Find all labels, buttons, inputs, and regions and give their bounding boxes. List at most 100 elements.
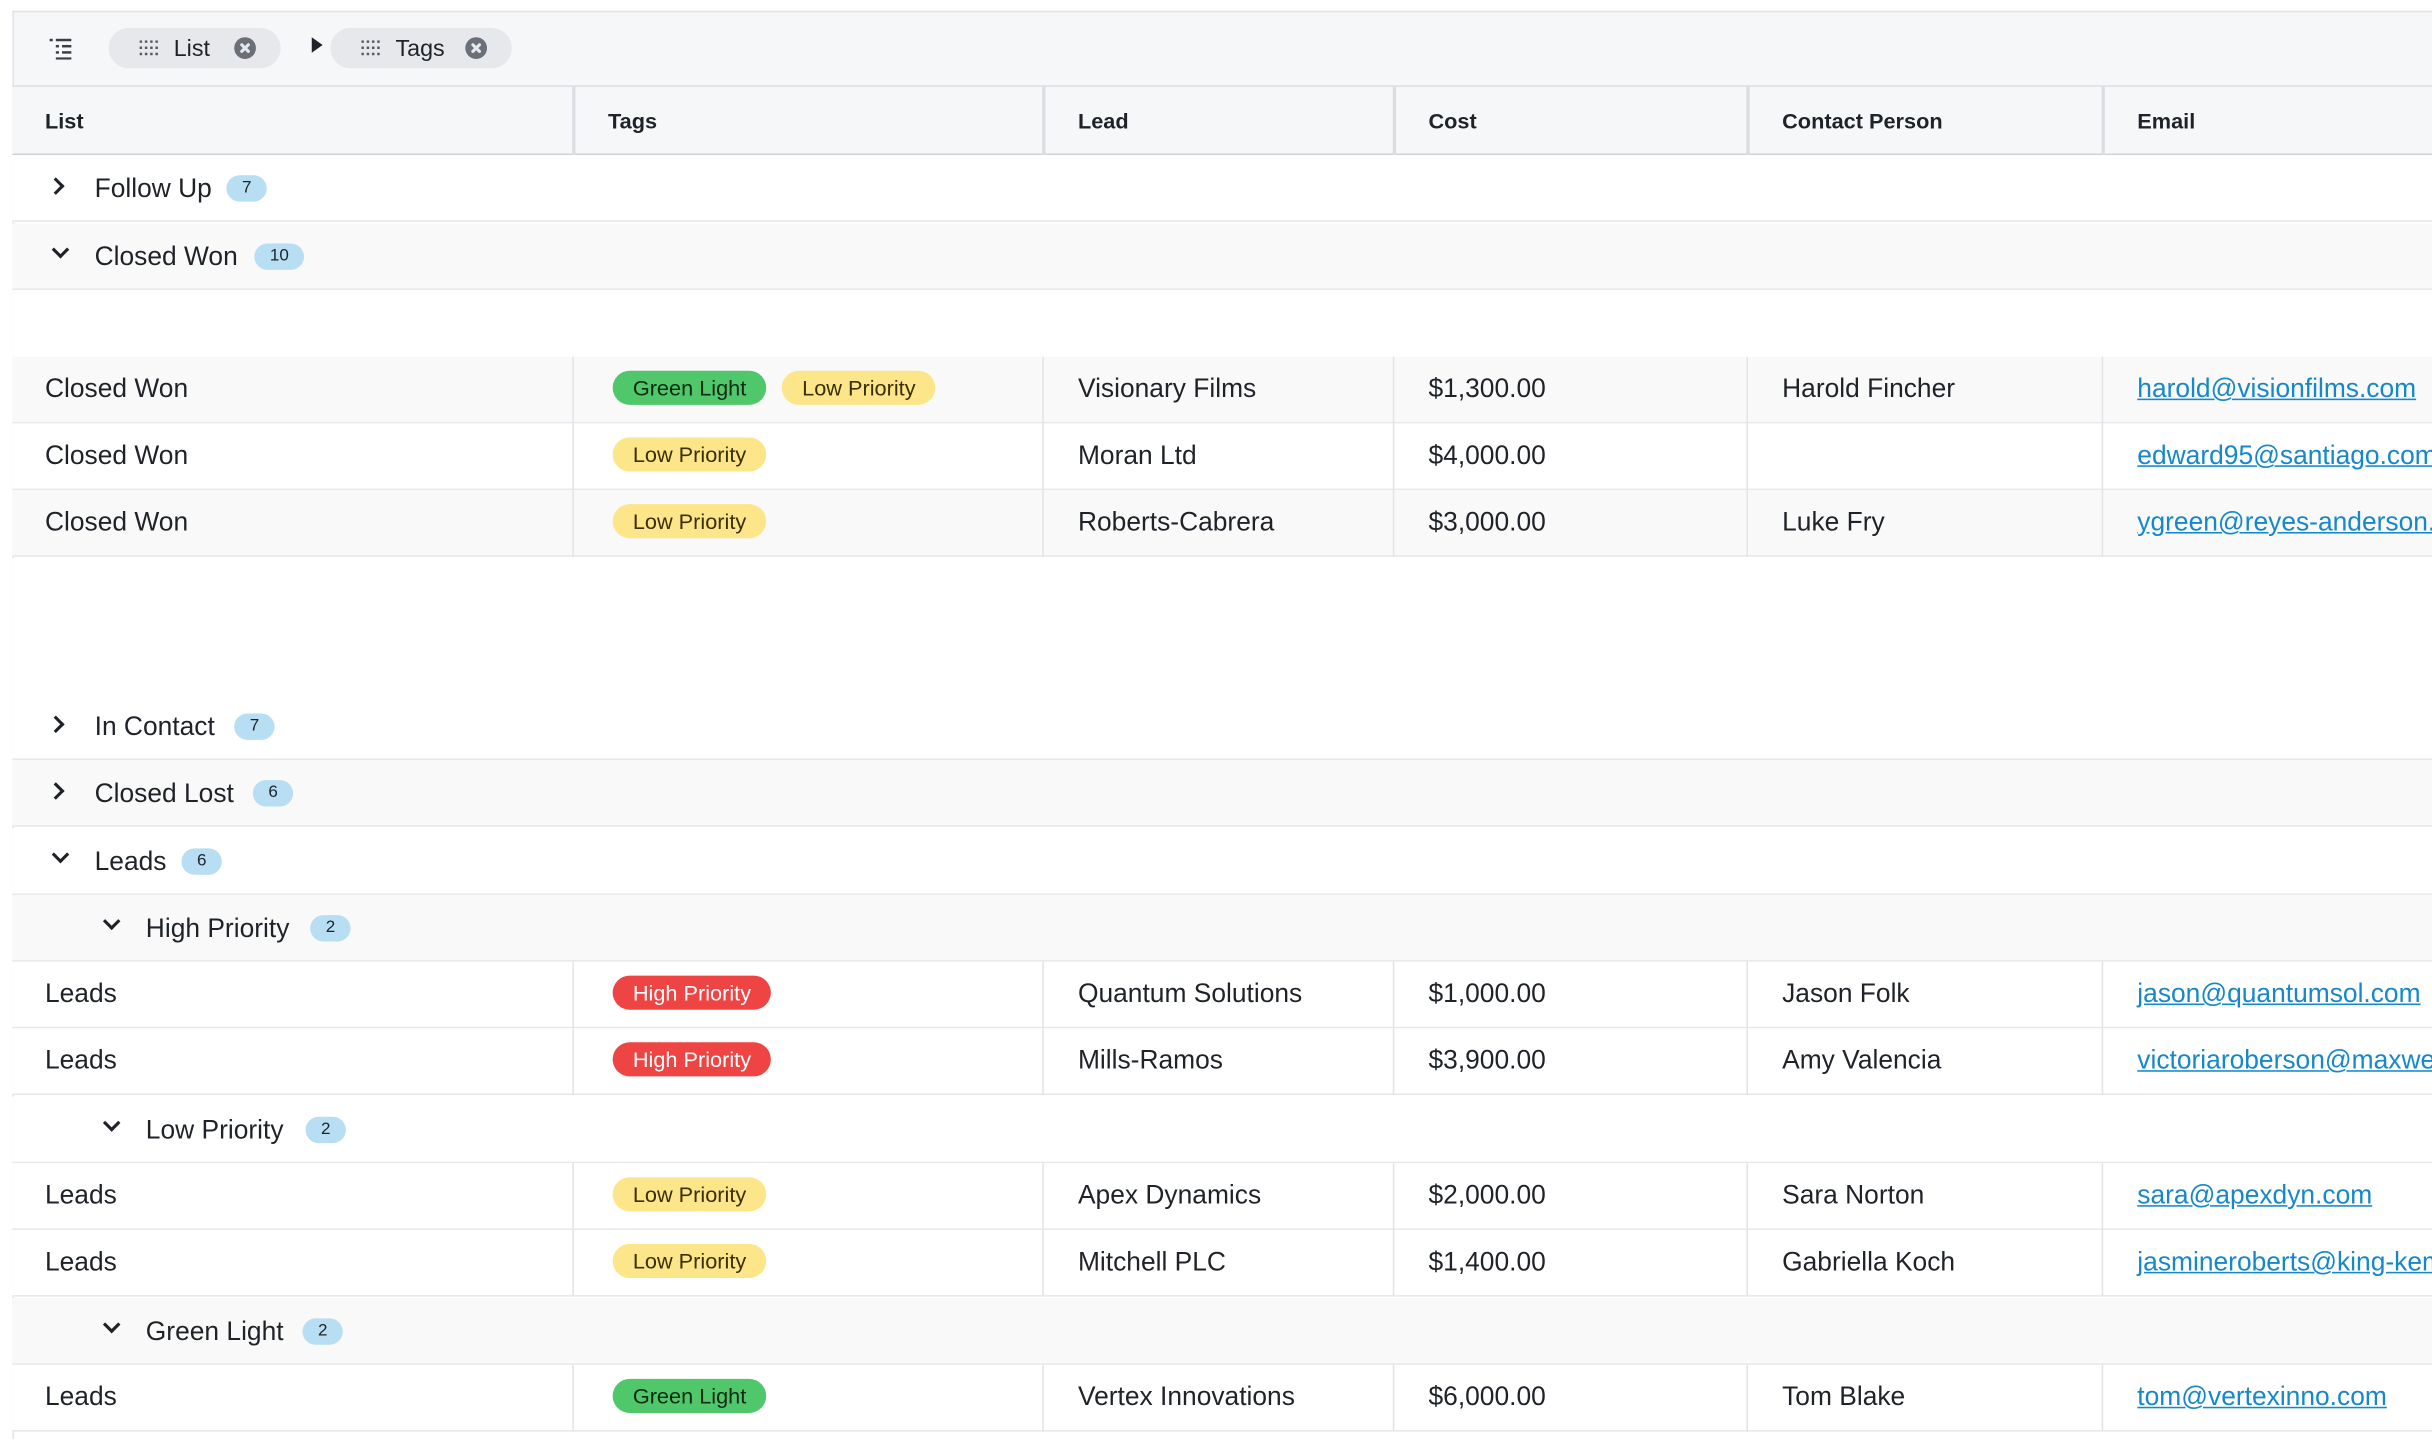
chevron-right-icon[interactable] bbox=[47, 715, 65, 734]
email-link[interactable]: edward95@santiago.com bbox=[2137, 440, 2432, 470]
group-row-follow-up[interactable]: Follow Up 7 bbox=[12, 155, 2432, 222]
remove-chip-icon[interactable] bbox=[465, 37, 488, 59]
chevron-right-icon[interactable] bbox=[47, 782, 65, 800]
cell-lead[interactable]: Visionary Films bbox=[1077, 373, 1257, 404]
cell-cost[interactable]: $2,000.00 bbox=[1428, 1180, 1546, 1210]
email-link[interactable]: harold@visionfilms.com bbox=[2137, 373, 2417, 404]
email-link[interactable]: jason@quantumsol.com bbox=[2137, 978, 2421, 1009]
cell-contact-person[interactable] bbox=[1750, 423, 2102, 488]
column-header-contact-person[interactable]: Contact Person bbox=[1782, 108, 1943, 134]
cell-cost[interactable]: $3,000.00 bbox=[1428, 507, 1546, 537]
cell-tags[interactable]: Low Priority bbox=[575, 423, 1042, 488]
chevron-down-icon[interactable] bbox=[51, 845, 70, 864]
cell-contact-person[interactable]: Sara Norton bbox=[1782, 1180, 1925, 1210]
chevron-down-icon[interactable] bbox=[102, 1315, 121, 1334]
cell-list[interactable]: Leads bbox=[44, 1247, 117, 1277]
table-row[interactable]: Leads Low Priority Mitchell PLC $1,400.0… bbox=[12, 1229, 2432, 1297]
cell-list[interactable]: Leads bbox=[44, 1180, 117, 1210]
email-link[interactable]: ygreen@reyes-anderson.com bbox=[2137, 507, 2432, 537]
cell-email[interactable]: jasmineroberts@king-kemp.com bbox=[2105, 1230, 2432, 1295]
cell-list[interactable]: Closed Won bbox=[44, 373, 189, 404]
table-row[interactable]: Leads High Priority Mills-Ramos $3,900.0… bbox=[12, 1028, 2432, 1096]
column-header-row: List Tags Lead Cost Contact Person Email bbox=[12, 85, 2432, 156]
column-header-tags[interactable]: Tags bbox=[608, 108, 658, 134]
cell-lead[interactable]: Roberts-Cabrera bbox=[1077, 507, 1275, 537]
cell-email[interactable]: tom@vertexinno.com bbox=[2105, 1365, 2432, 1430]
cell-contact-person[interactable]: Jason Folk bbox=[1782, 978, 1910, 1009]
group-chip-tags[interactable]: Tags bbox=[330, 27, 512, 69]
cell-cost[interactable]: $3,900.00 bbox=[1428, 1045, 1546, 1075]
chevron-down-icon[interactable] bbox=[102, 912, 121, 931]
email-link[interactable]: tom@vertexinno.com bbox=[2137, 1381, 2387, 1412]
cell-list[interactable]: Closed Won bbox=[44, 440, 189, 470]
table-row[interactable]: Leads High Priority Quantum Solutions $1… bbox=[12, 961, 2432, 1029]
cell-tags[interactable]: High Priority bbox=[575, 1028, 1042, 1093]
cell-email[interactable]: jason@quantumsol.com bbox=[2105, 962, 2432, 1027]
subgroup-row-high-priority[interactable]: High Priority 2 bbox=[12, 894, 2432, 962]
grip-icon[interactable] bbox=[139, 40, 159, 56]
column-resize-handle[interactable] bbox=[1392, 86, 1396, 156]
column-divider bbox=[1746, 490, 1748, 557]
cell-tags[interactable]: High Priority bbox=[575, 962, 1042, 1027]
cell-tags[interactable]: Green Light Low Priority bbox=[575, 357, 1042, 422]
chevron-right-icon[interactable] bbox=[47, 177, 65, 195]
cell-tags[interactable]: Low Priority bbox=[575, 1230, 1042, 1295]
cell-list[interactable]: Leads bbox=[44, 978, 117, 1009]
cell-email[interactable]: victoriaroberson@maxwell.com bbox=[2105, 1028, 2432, 1093]
table-row[interactable]: Closed Won Low Priority Roberts-Cabrera … bbox=[12, 490, 2432, 557]
grip-icon[interactable] bbox=[361, 40, 380, 56]
column-header-email[interactable]: Email bbox=[2137, 108, 2196, 134]
group-chip-list[interactable]: List bbox=[108, 27, 281, 69]
cell-lead[interactable]: Mills-Ramos bbox=[1077, 1045, 1223, 1075]
cell-contact-person[interactable]: Gabriella Koch bbox=[1782, 1247, 1956, 1277]
cell-cost[interactable]: $4,000.00 bbox=[1428, 440, 1546, 470]
cell-lead[interactable]: Apex Dynamics bbox=[1077, 1180, 1262, 1210]
list-tree-icon[interactable] bbox=[48, 36, 73, 61]
email-link[interactable]: jasmineroberts@king-kemp.com bbox=[2137, 1247, 2432, 1277]
cell-contact-person[interactable]: Amy Valencia bbox=[1782, 1045, 1942, 1075]
cell-lead[interactable]: Moran Ltd bbox=[1077, 440, 1197, 470]
column-resize-handle[interactable] bbox=[1042, 86, 1046, 156]
table-row[interactable]: Closed Won Green Light Low Priority Visio… bbox=[12, 356, 2432, 424]
column-header-list[interactable]: List bbox=[44, 108, 84, 134]
email-link[interactable]: sara@apexdyn.com bbox=[2137, 1180, 2373, 1210]
chevron-down-icon[interactable] bbox=[51, 240, 70, 259]
cell-contact-person[interactable]: Tom Blake bbox=[1782, 1381, 1906, 1412]
group-row-closed-lost[interactable]: Closed Lost 6 bbox=[12, 760, 2432, 827]
chevron-down-icon[interactable] bbox=[102, 1114, 121, 1132]
column-resize-handle[interactable] bbox=[572, 86, 576, 156]
group-row-closed-won[interactable]: Closed Won 10 bbox=[12, 223, 2432, 291]
cell-contact-person[interactable]: Harold Fincher bbox=[1782, 373, 1956, 404]
cell-lead[interactable]: Quantum Solutions bbox=[1077, 978, 1303, 1009]
cell-list[interactable]: Closed Won bbox=[44, 507, 189, 537]
table-row[interactable]: Closed Won Low Priority Moran Ltd $4,000… bbox=[12, 423, 2432, 491]
table-row[interactable]: Leads Low Priority Apex Dynamics $2,000.… bbox=[12, 1163, 2432, 1230]
group-row-in-contact[interactable]: In Contact 7 bbox=[12, 693, 2432, 760]
column-resize-handle[interactable] bbox=[2101, 86, 2105, 156]
cell-email[interactable]: edward95@santiago.com bbox=[2105, 423, 2432, 488]
cell-tags[interactable]: Low Priority bbox=[575, 1163, 1042, 1228]
cell-list[interactable]: Leads bbox=[44, 1045, 117, 1075]
cell-list[interactable]: Leads bbox=[44, 1381, 117, 1412]
cell-email[interactable]: harold@visionfilms.com bbox=[2105, 357, 2432, 422]
column-header-lead[interactable]: Lead bbox=[1077, 108, 1129, 134]
cell-lead[interactable]: Vertex Innovations bbox=[1077, 1381, 1295, 1412]
group-row-leads[interactable]: Leads 6 bbox=[12, 828, 2432, 895]
column-resize-handle[interactable] bbox=[1746, 86, 1750, 156]
cell-cost[interactable]: $1,400.00 bbox=[1428, 1247, 1546, 1277]
column-header-cost[interactable]: Cost bbox=[1428, 108, 1477, 134]
remove-chip-icon[interactable] bbox=[234, 37, 256, 59]
cell-tags[interactable]: Low Priority bbox=[575, 490, 1042, 555]
cell-lead[interactable]: Mitchell PLC bbox=[1077, 1247, 1226, 1277]
email-link[interactable]: victoriaroberson@maxwell.com bbox=[2137, 1045, 2432, 1075]
cell-cost[interactable]: $6,000.00 bbox=[1428, 1381, 1546, 1412]
cell-tags[interactable]: Green Light bbox=[575, 1365, 1042, 1430]
cell-email[interactable]: ygreen@reyes-anderson.com bbox=[2105, 490, 2432, 555]
subgroup-row-low-priority[interactable]: Low Priority 2 bbox=[12, 1096, 2432, 1164]
cell-cost[interactable]: $1,300.00 bbox=[1428, 373, 1546, 404]
cell-cost[interactable]: $1,000.00 bbox=[1428, 978, 1546, 1009]
table-row[interactable]: Leads Green Light Vertex Innovations $6,… bbox=[12, 1364, 2432, 1432]
cell-email[interactable]: sara@apexdyn.com bbox=[2105, 1163, 2432, 1228]
subgroup-row-green-light[interactable]: Green Light 2 bbox=[12, 1298, 2432, 1365]
cell-contact-person[interactable]: Luke Fry bbox=[1782, 507, 1885, 537]
